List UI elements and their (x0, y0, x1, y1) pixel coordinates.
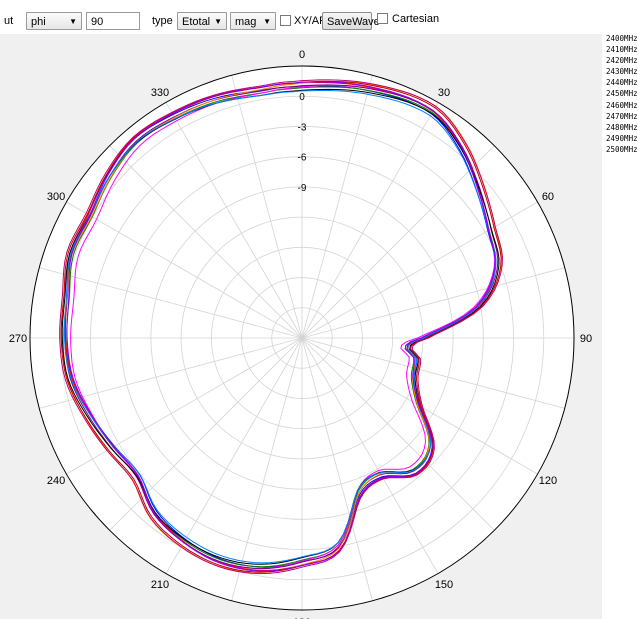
grid-spoke (301, 337, 373, 601)
grid-spoke (165, 337, 303, 574)
cut-label: ut (4, 15, 14, 27)
angle-tick-label: 0 (299, 49, 305, 61)
cut-value-input[interactable]: 90 (86, 12, 140, 30)
series-line-2490MHz (66, 81, 496, 572)
cartesian-checkbox[interactable] (377, 13, 388, 24)
grid-spoke (301, 75, 373, 339)
angle-tick-label: 240 (47, 475, 65, 487)
legend-item: 2400MHz- (606, 34, 638, 43)
radial-tick-label: -3 (298, 122, 307, 133)
grid-spoke (231, 337, 303, 601)
grid-spoke (39, 267, 303, 339)
grid-spoke (109, 337, 303, 531)
grid-spoke (165, 102, 303, 339)
grid-spoke (66, 337, 303, 475)
legend-item: 2470MHz- (606, 111, 638, 121)
grid-spoke (301, 201, 538, 339)
chevron-down-icon: ▼ (69, 17, 77, 26)
grid-spoke (301, 145, 495, 339)
polar-chart: 0 30 60 90 120 150 180 210 240 270 300 330 0 -3 -6 -9 (9, 49, 592, 619)
angle-tick-label: 90 (580, 333, 592, 345)
angle-tick-label: 270 (9, 333, 27, 345)
angle-tick-label: 180 (293, 617, 311, 619)
radial-tick-label: 0 (299, 92, 305, 103)
cut-select[interactable]: phi ▼ (26, 12, 82, 30)
cut-select-value: phi (31, 16, 46, 28)
grid-spoke (66, 201, 303, 339)
mode-select[interactable]: mag ▼ (230, 12, 276, 30)
radial-tick-label: -9 (298, 183, 307, 194)
legend-item: 2430MHz- (606, 67, 638, 77)
angle-tick-label: 330 (151, 87, 169, 99)
grid-spoke (109, 145, 303, 339)
angle-tick-label: 30 (438, 87, 450, 99)
xyaf-label: XY/AF (294, 15, 326, 27)
legend-item: 2460MHz- (606, 100, 638, 110)
legend-item: 2410MHz- (606, 45, 638, 55)
angle-tick-label: 300 (47, 191, 65, 203)
save-wave-button[interactable]: SaveWave (322, 12, 380, 30)
grid-spoke (231, 75, 303, 339)
chevron-down-icon: ▼ (263, 17, 271, 26)
legend-item: 2500MHz- (606, 144, 638, 154)
grid-spoke (301, 267, 565, 339)
legend-item: 2480MHz- (606, 122, 638, 132)
plot-area: 0 30 60 90 120 150 180 210 240 270 300 330 0 -3 -6 -9 (0, 34, 602, 619)
legend-item: 2450MHz- (606, 89, 638, 99)
angle-tick-label: 210 (151, 579, 169, 591)
grid-spoke (39, 337, 303, 409)
angle-tick-label: 60 (542, 191, 554, 203)
type-select[interactable]: Etotal ▼ (177, 12, 227, 30)
series-line-2500MHz (59, 79, 504, 575)
polar-outer-ring (29, 65, 575, 611)
grid-spoke (301, 337, 495, 531)
legend-item: 2490MHz- (606, 133, 638, 143)
mode-select-value: mag (235, 16, 257, 28)
angle-tick-label: 150 (435, 579, 453, 591)
legend-item: 2420MHz- (606, 56, 638, 66)
grid-spoke (301, 337, 439, 574)
chevron-down-icon: ▼ (214, 17, 222, 26)
legend-item: 2440MHz- (606, 78, 638, 88)
type-select-value: Etotal (182, 16, 211, 28)
cartesian-label: Cartesian (392, 13, 440, 25)
angle-tick-label: 120 (539, 475, 557, 487)
grid-spoke (301, 337, 565, 409)
toolbar: ut phi ▼ 90 type Etotal ▼ mag ▼ XY/AF Sa… (0, 0, 600, 34)
legend: 2400MHz- 2410MHz- 2420MHz- 2430MHz- 2440… (606, 33, 638, 155)
grid-spoke (301, 102, 439, 339)
type-label: type (152, 15, 173, 27)
xyaf-checkbox[interactable] (280, 15, 291, 26)
radial-tick-label: -6 (298, 153, 307, 164)
